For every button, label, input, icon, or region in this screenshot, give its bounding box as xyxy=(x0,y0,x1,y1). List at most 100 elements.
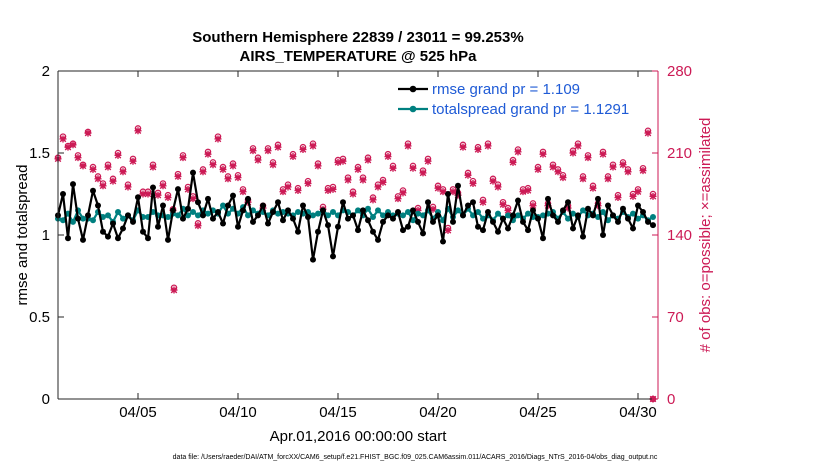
totalspread-point xyxy=(480,215,486,222)
rmse-point xyxy=(230,192,236,199)
obs-assimilated-point xyxy=(419,169,427,177)
rmse-point xyxy=(145,235,151,242)
rmse-point xyxy=(245,195,251,202)
rmse-point xyxy=(310,256,316,263)
rmse-point xyxy=(360,207,366,214)
obs-assimilated-point xyxy=(469,179,477,187)
rmse-point xyxy=(270,209,276,216)
obs-assimilated-point xyxy=(379,178,387,186)
obs-assimilated-point xyxy=(209,161,217,169)
totalspread-point xyxy=(650,213,656,220)
obs-assimilated-point xyxy=(449,188,457,196)
y-tick-label: 0 xyxy=(42,391,50,408)
obs-assimilated-point xyxy=(489,177,497,185)
rmse-point xyxy=(595,195,601,202)
rmse-point xyxy=(455,182,461,189)
legend: rmse grand pr = 1.109 totalspread grand … xyxy=(398,81,629,118)
obs-assimilated-point xyxy=(539,150,547,158)
rmse-point xyxy=(60,191,66,197)
rmse-point xyxy=(650,222,656,229)
rmse-point xyxy=(205,195,211,202)
y-axis-label: rmse and totalspread xyxy=(14,165,31,306)
y-tick-label: 2 xyxy=(42,63,50,80)
rmse-point xyxy=(585,205,591,212)
obs-assimilated-point xyxy=(99,182,107,190)
obs-assimilated-point xyxy=(249,147,257,155)
rmse-point xyxy=(250,218,256,225)
obs-assimilated-point xyxy=(509,158,517,166)
rmse-point xyxy=(395,209,401,216)
x-tick-label: 04/30 xyxy=(619,404,657,421)
rmse-point xyxy=(410,207,416,214)
rmse-point xyxy=(500,215,506,222)
rmse-point xyxy=(135,194,141,201)
y-tick-label-right: 140 xyxy=(667,227,692,244)
obs-assimilated-point xyxy=(424,157,432,165)
y-tick-label: 1.5 xyxy=(29,145,50,162)
obs-assimilated-point xyxy=(369,196,377,204)
rmse-point xyxy=(450,218,456,225)
obs-assimilated-point xyxy=(534,165,542,173)
rmse-point xyxy=(75,215,81,222)
obs-assimilated-point xyxy=(394,195,402,203)
totalspread-point xyxy=(115,209,121,216)
rmse-point xyxy=(615,218,621,225)
obs-assimilated-point xyxy=(199,168,207,176)
obs-assimilated-point xyxy=(269,161,277,169)
rmse-point xyxy=(325,222,331,229)
rmse-point xyxy=(550,212,556,219)
rmse-point xyxy=(570,225,576,232)
obs-assimilated-point xyxy=(154,191,162,199)
totalspread-point xyxy=(380,212,386,219)
totalspread-point xyxy=(600,209,606,216)
rmse-point xyxy=(190,169,196,176)
obs-assimilated-point xyxy=(309,142,317,150)
rmse-point xyxy=(445,191,451,197)
obs-assimilated-point xyxy=(494,183,502,191)
obs-assimilated-point xyxy=(354,165,362,173)
y-axis-label-right: # of obs: o=possible; ×=assimilated xyxy=(697,118,714,353)
rmse-point xyxy=(370,228,376,235)
obs-assimilated-point xyxy=(479,198,487,206)
rmse-point xyxy=(380,218,386,225)
rmse-point xyxy=(640,209,646,216)
rmse-point xyxy=(300,202,306,209)
obs-assimilated-point xyxy=(184,185,192,193)
obs-assimilated-point xyxy=(214,135,222,143)
obs-assimilated-point xyxy=(514,148,522,156)
obs-assimilated-point xyxy=(339,157,347,165)
totalspread-point xyxy=(330,209,336,216)
totalspread-point xyxy=(475,209,481,216)
rmse-point xyxy=(180,215,186,222)
totalspread-point xyxy=(245,212,251,219)
obs-assimilated-point xyxy=(529,202,537,210)
rmse-point xyxy=(515,197,521,204)
obs-assimilated-point xyxy=(389,164,397,172)
totalspread-point xyxy=(205,210,211,217)
obs-assimilated-point xyxy=(464,171,472,179)
rmse-point xyxy=(625,215,631,222)
rmse-point xyxy=(530,207,536,214)
totalspread-point xyxy=(375,207,381,214)
chart-title: Southern Hemisphere 22839 / 23011 = 99.2… xyxy=(192,29,523,46)
rmse-point xyxy=(105,233,111,240)
obs-assimilated-point xyxy=(89,165,97,173)
obs-assimilated-point xyxy=(504,206,512,214)
rmse-point xyxy=(390,215,396,222)
rmse-point xyxy=(475,223,481,230)
rmse-point xyxy=(195,199,201,206)
obs-assimilated-point xyxy=(439,188,447,196)
totalspread-point xyxy=(370,213,376,220)
rmse-point xyxy=(170,207,176,214)
totalspread-point xyxy=(455,207,461,214)
rmse-point xyxy=(525,227,531,234)
rmse-point xyxy=(240,207,246,214)
rmse-point xyxy=(225,202,231,209)
obs-assimilated-point xyxy=(604,175,612,183)
y-tick-label-right: 210 xyxy=(667,145,692,162)
obs-assimilated-point xyxy=(179,154,187,162)
obs-assimilated-point xyxy=(84,129,92,137)
obs-assimilated-point xyxy=(74,154,82,162)
obs-assimilated-point xyxy=(129,157,137,165)
rmse-point xyxy=(130,218,136,225)
